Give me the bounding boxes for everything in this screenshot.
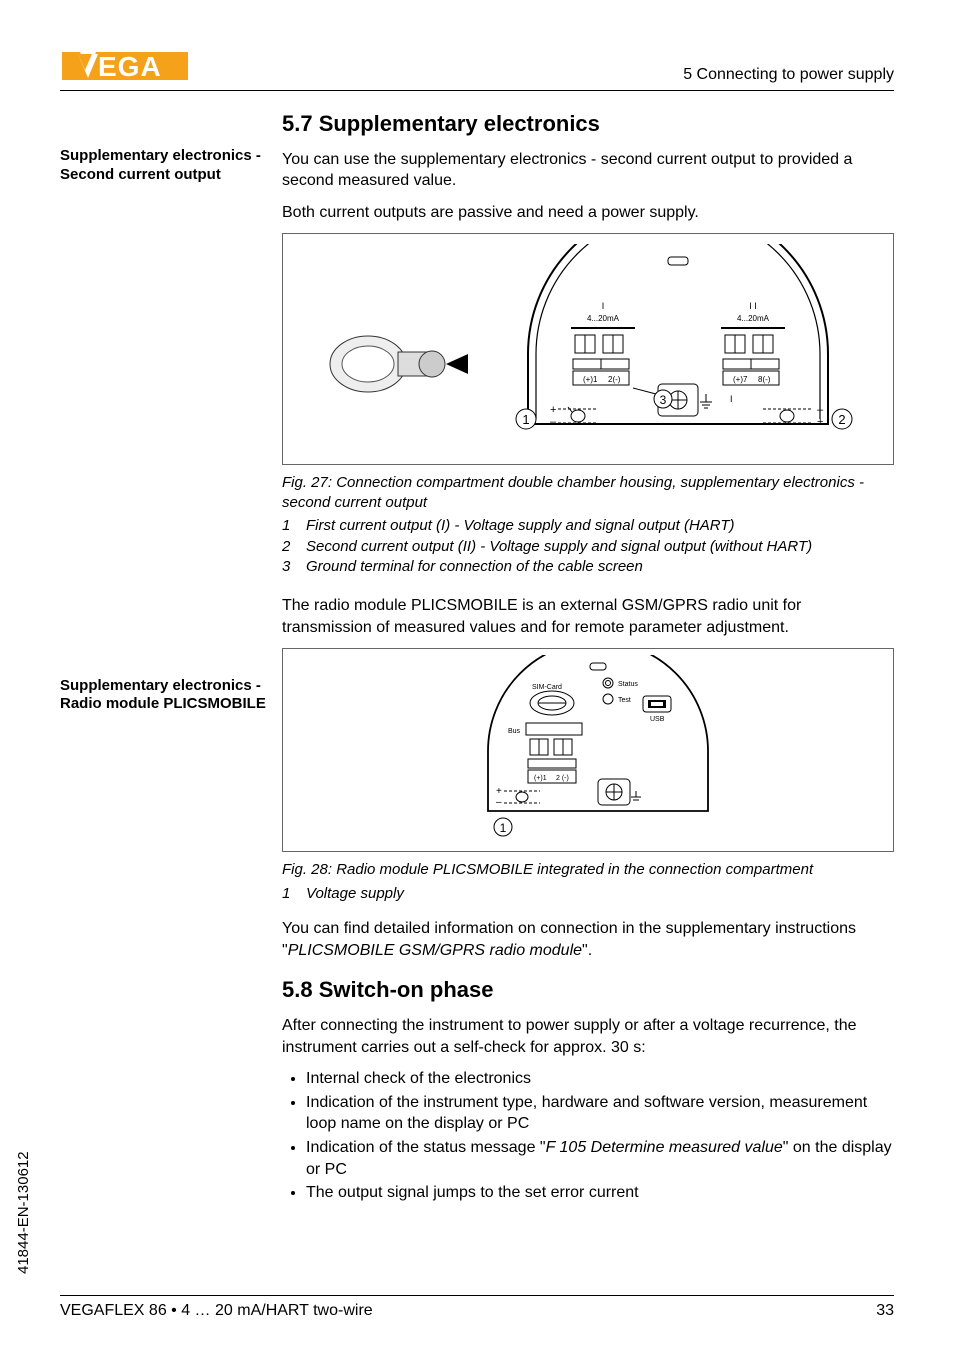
- bullet-1: Internal check of the electronics: [306, 1068, 894, 1090]
- para-5-7-1: You can use the supplementary electronic…: [282, 149, 894, 192]
- svg-text:+: +: [817, 416, 823, 428]
- fig27-caption: Fig. 27: Connection compartment double c…: [282, 473, 894, 512]
- page-content: Supplementary electronics - Second curre…: [60, 109, 894, 1206]
- svg-text:(+)1: (+)1: [583, 375, 598, 384]
- fig28-caption: Fig. 28: Radio module PLICSMOBILE integr…: [282, 860, 894, 880]
- heading-5-8: 5.8 Switch-on phase: [282, 975, 894, 1005]
- svg-text:+: +: [550, 404, 556, 416]
- svg-text:Status: Status: [618, 681, 638, 688]
- sidebar: Supplementary electronics - Second curre…: [60, 109, 270, 1206]
- svg-text:(+)7: (+)7: [733, 375, 748, 384]
- sidebar-note-2: Supplementary electronics - Radio module…: [60, 677, 270, 715]
- para-plicsmobile-1: The radio module PLICSMOBILE is an exter…: [282, 595, 894, 638]
- bullet-3: Indication of the status message "F 105 …: [306, 1137, 894, 1180]
- svg-text:1: 1: [500, 821, 507, 835]
- footer-page-number: 33: [876, 1302, 894, 1320]
- figure-27: I 4...20mA (+)1 2(-): [282, 233, 894, 465]
- page-header: EGA 5 Connecting to power supply: [60, 48, 894, 91]
- svg-text:3: 3: [660, 393, 667, 407]
- main-column: 5.7 Supplementary electronics You can us…: [282, 109, 894, 1206]
- bullet-4: The output signal jumps to the set error…: [306, 1182, 894, 1204]
- figure-28: Status Test USB SIM-Card: [282, 648, 894, 852]
- fig28-legend: 1Voltage supply: [282, 884, 894, 904]
- para-5-8-1: After connecting the instrument to power…: [282, 1015, 894, 1058]
- svg-text:2 (-): 2 (-): [556, 775, 569, 782]
- vega-logo: EGA: [60, 48, 190, 84]
- document-id: 41844-EN-130612: [15, 1151, 32, 1274]
- para-5-7-2: Both current outputs are passive and nee…: [282, 202, 894, 224]
- svg-text:USB: USB: [650, 716, 665, 723]
- bullet-2: Indication of the instrument type, hardw…: [306, 1092, 894, 1135]
- svg-text:SIM-Card: SIM-Card: [532, 684, 562, 691]
- svg-text:2: 2: [838, 412, 845, 427]
- svg-text:4...20mA: 4...20mA: [737, 314, 770, 323]
- svg-text:–: –: [550, 416, 557, 428]
- header-chapter: 5 Connecting to power supply: [683, 66, 894, 84]
- svg-text:EGA: EGA: [98, 51, 162, 82]
- bullets-5-8: Internal check of the electronics Indica…: [282, 1068, 894, 1204]
- svg-text:+: +: [496, 786, 502, 797]
- svg-text:8(-): 8(-): [758, 375, 771, 384]
- svg-text:1: 1: [522, 412, 529, 427]
- svg-text:I: I: [730, 394, 733, 404]
- svg-text:Test: Test: [618, 697, 631, 704]
- fig27-legend: 1First current output (I) - Voltage supp…: [282, 516, 894, 577]
- heading-5-7: 5.7 Supplementary electronics: [282, 109, 894, 139]
- svg-text:4...20mA: 4...20mA: [587, 314, 620, 323]
- para-plicsmobile-2: You can find detailed information on con…: [282, 918, 894, 961]
- svg-text:–: –: [817, 404, 824, 416]
- svg-text:I: I: [602, 301, 605, 311]
- svg-text:2(-): 2(-): [608, 375, 621, 384]
- svg-text:Bus: Bus: [508, 728, 521, 735]
- svg-text:(+)1: (+)1: [534, 775, 547, 782]
- svg-text:–: –: [496, 797, 502, 808]
- page-footer: VEGAFLEX 86 • 4 … 20 mA/HART two-wire 33: [60, 1295, 894, 1320]
- footer-left: VEGAFLEX 86 • 4 … 20 mA/HART two-wire: [60, 1302, 373, 1320]
- sidebar-note-1: Supplementary electronics - Second curre…: [60, 147, 270, 185]
- svg-text:I I: I I: [749, 301, 757, 311]
